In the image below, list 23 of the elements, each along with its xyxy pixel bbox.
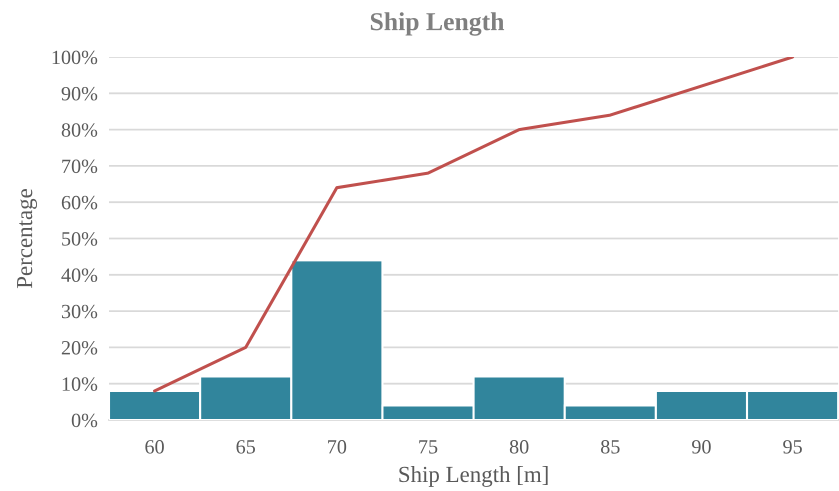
- x-tick-label: 85: [600, 440, 620, 454]
- x-tick-label: 70: [328, 440, 346, 454]
- y-tick-label: 0%: [72, 414, 98, 428]
- chart-title: Ship Length: [370, 12, 504, 36]
- x-tick-label: 90: [692, 440, 711, 454]
- x-tick-label: 75: [419, 440, 438, 454]
- y-tick-label: 10%: [62, 377, 98, 391]
- y-axis-title: Percentage: [17, 189, 38, 288]
- y-tick-label: 60%: [62, 196, 98, 210]
- x-tick-label: 60: [145, 440, 164, 454]
- line-series: [153, 57, 794, 392]
- y-tick-label: 20%: [62, 340, 98, 355]
- y-tick-label: 40%: [61, 268, 98, 282]
- x-axis-title: Ship Length [m]: [399, 466, 548, 487]
- x-tick-label: 80: [510, 440, 528, 454]
- y-tick-label: 80%: [62, 123, 98, 137]
- x-tick-label: 65: [236, 440, 255, 454]
- x-tick-label: 95: [783, 440, 802, 454]
- y-tick-label: 100%: [52, 50, 98, 64]
- y-tick-label: 30%: [62, 304, 98, 318]
- y-tick-label: 90%: [62, 86, 98, 101]
- y-tick-label: 50%: [62, 232, 98, 246]
- y-tick-label: 70%: [62, 159, 98, 174]
